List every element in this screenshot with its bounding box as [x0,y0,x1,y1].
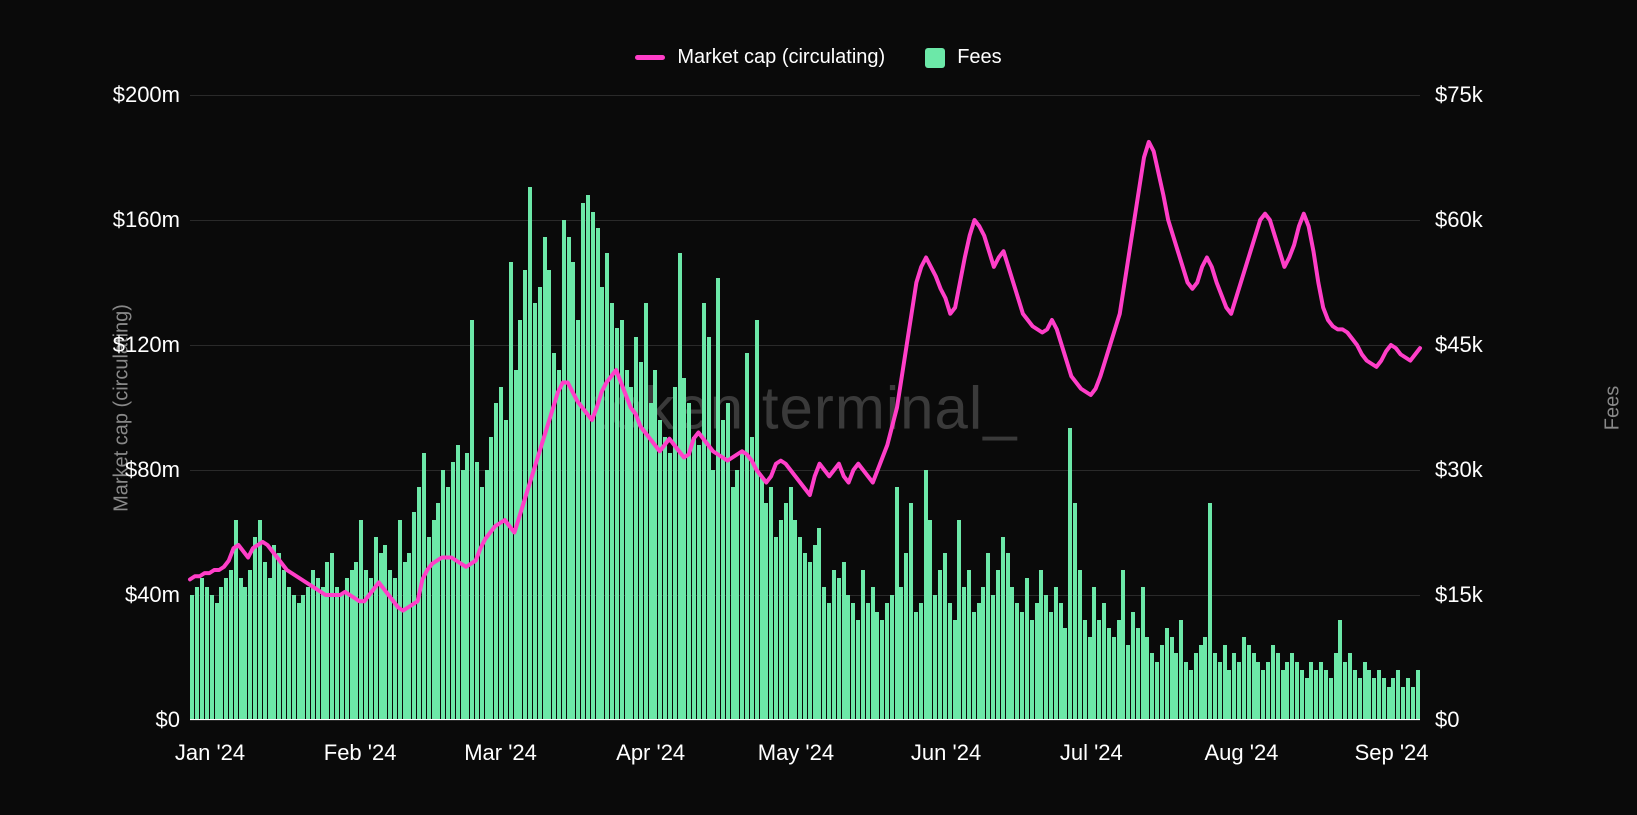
legend-line-swatch [635,55,665,60]
x-tick-label: Jan '24 [175,740,245,766]
y-left-tick-label: $80m [75,457,180,483]
x-tick-label: Aug '24 [1204,740,1278,766]
legend-item-marketcap: Market cap (circulating) [635,46,885,69]
x-tick-label: Apr '24 [616,740,685,766]
y-left-tick-label: $0 [75,707,180,733]
y-right-tick-label: $0 [1435,707,1525,733]
x-tick-label: May '24 [758,740,834,766]
y-right-tick-label: $15k [1435,582,1525,608]
gridline [190,720,1420,721]
legend: Market cap (circulating) Fees [0,46,1637,69]
y-right-tick-label: $45k [1435,332,1525,358]
x-axis-baseline [190,719,1420,720]
plot-area: token terminal_ [190,95,1420,720]
legend-bar-swatch [925,48,945,68]
legend-label-marketcap: Market cap (circulating) [677,46,885,69]
marketcap-line-path [190,142,1420,611]
y-left-tick-label: $40m [75,582,180,608]
legend-item-fees: Fees [925,46,1001,69]
y-left-tick-label: $160m [75,207,180,233]
chart-container: Market cap (circulating) Fees Market cap… [0,0,1637,815]
y-right-tick-label: $60k [1435,207,1525,233]
y-right-axis-title: Fees [1601,385,1624,429]
legend-label-fees: Fees [957,46,1001,69]
y-right-tick-label: $75k [1435,82,1525,108]
x-tick-label: Feb '24 [324,740,397,766]
x-tick-label: Jun '24 [911,740,981,766]
y-left-tick-label: $120m [75,332,180,358]
x-tick-label: Jul '24 [1060,740,1123,766]
x-tick-label: Mar '24 [464,740,537,766]
y-left-tick-label: $200m [75,82,180,108]
marketcap-line [190,95,1420,720]
x-tick-label: Sep '24 [1355,740,1429,766]
y-right-tick-label: $30k [1435,457,1525,483]
